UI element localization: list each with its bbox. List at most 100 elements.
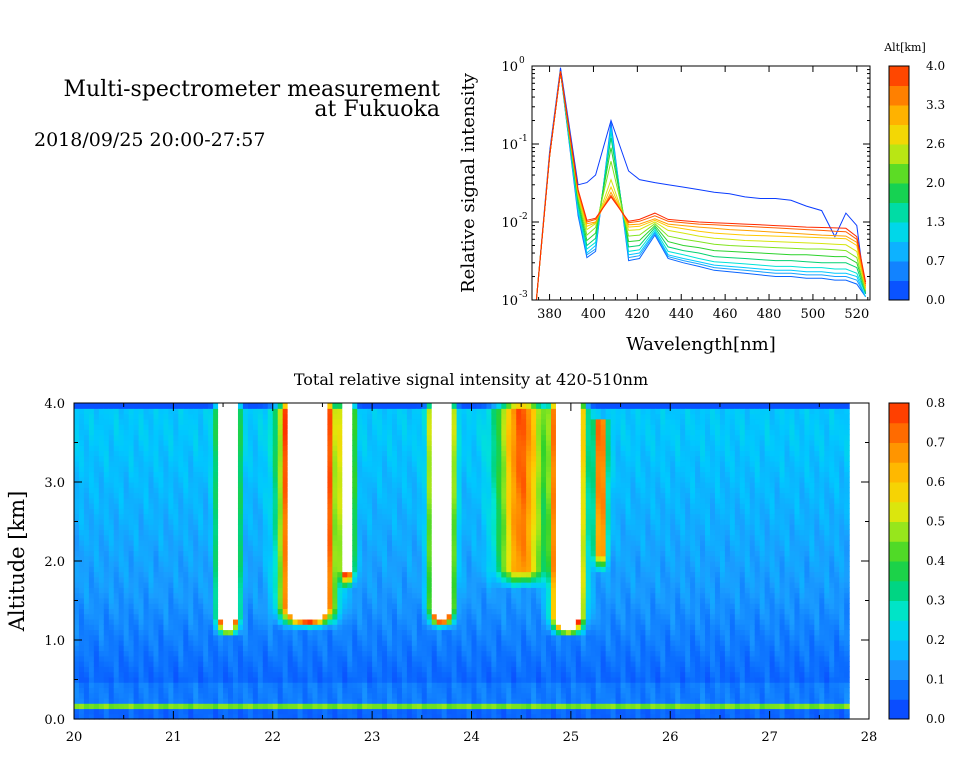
heatmap-cell [367, 624, 373, 631]
heatmap-cell [168, 545, 174, 552]
heatmap-cell [416, 582, 423, 588]
heatmap-cell [247, 403, 254, 409]
heatmap-cell [133, 640, 140, 646]
heatmap-cell [218, 671, 224, 678]
heatmap-cell [78, 403, 85, 409]
heatmap-cell [203, 561, 209, 567]
heatmap-cell [138, 524, 145, 530]
heatmap-cell [322, 539, 329, 546]
heatmap-cell [267, 503, 274, 509]
heatmap-cell [461, 466, 468, 473]
heatmap-cell [98, 503, 105, 509]
heatmap-cell [103, 566, 110, 573]
heatmap-cell [168, 634, 174, 641]
heatmap-cell [317, 508, 324, 515]
heatmap-cell [252, 476, 259, 483]
heatmap-cell [74, 624, 80, 631]
heatmap-cell [178, 518, 184, 525]
heatmap-cell [466, 471, 473, 478]
heatmap-cell [123, 687, 130, 694]
heatmap-cell [93, 608, 100, 615]
heatmap-cell [83, 445, 90, 451]
heatmap-cell [98, 471, 105, 478]
heatmap-cell [466, 439, 473, 446]
heatmap-cell [83, 561, 90, 567]
heatmap-cell [148, 460, 155, 467]
heatmap-cell [426, 508, 433, 515]
heatmap-cell [183, 497, 189, 504]
heatmap-cell [466, 645, 473, 652]
heatmap-cell [123, 676, 130, 683]
heatmap-cell [113, 661, 120, 667]
spectrum-x-tick-label: 480 [757, 307, 782, 322]
heatmap-cell [257, 576, 264, 583]
heatmap-cell [342, 666, 348, 673]
heatmap-cell [372, 455, 378, 462]
heatmap-cell [163, 655, 170, 662]
heatmap-cell [252, 561, 259, 567]
heatmap-cell [153, 418, 160, 425]
heatmap-cell [332, 561, 338, 567]
heatmap-cell [242, 487, 249, 494]
heatmap-cell [267, 455, 274, 462]
heatmap-cell [272, 571, 279, 578]
heatmap-cell [188, 476, 194, 483]
heatmap-cell [153, 708, 160, 715]
heatmap-cell [108, 608, 115, 615]
heatmap-cell [148, 413, 155, 420]
heatmap-cell [292, 455, 299, 462]
heatmap-cell [277, 703, 284, 710]
heatmap-cell [441, 418, 448, 425]
heatmap-cell [223, 497, 229, 504]
heatmap-cell [83, 661, 90, 667]
heatmap-cell [183, 403, 189, 409]
heatmap-cell [158, 413, 165, 420]
heatmap-cell [183, 434, 189, 441]
heatmap-cell [337, 561, 343, 567]
heatmap-cell [113, 666, 120, 673]
heatmap-cell [188, 539, 194, 546]
heatmap-cell [382, 708, 388, 715]
heatmap-cell [431, 561, 438, 567]
heatmap-cell [416, 603, 423, 609]
heatmap-cell [302, 624, 309, 631]
heatmap-cell [138, 555, 145, 562]
heatmap-cell [148, 713, 155, 720]
heatmap-cell [332, 624, 338, 631]
heatmap-cell [292, 561, 299, 567]
heatmap-cell [178, 692, 184, 699]
heatmap-cell [357, 418, 363, 425]
heatmap-cell [78, 503, 85, 509]
heatmap-cell [237, 450, 244, 457]
heatmap-cell [272, 624, 279, 631]
heatmap-cell [317, 687, 324, 694]
heatmap-cell [302, 460, 309, 467]
heatmap-cell [436, 524, 443, 530]
heatmap-cell [387, 545, 393, 552]
heatmap-cell [317, 445, 324, 451]
heatmap-cell [74, 661, 80, 667]
heatmap-cell [128, 655, 135, 662]
heatmap-cell [262, 692, 269, 699]
heatmap-cell [302, 666, 309, 673]
heatmap-cell [392, 587, 398, 594]
heatmap-cell [74, 645, 80, 652]
heatmap-cell [193, 408, 199, 415]
heatmap-cell [337, 703, 343, 710]
heatmap-cell [78, 587, 85, 594]
heatmap-cell [317, 703, 324, 710]
heatmap-cell [446, 460, 453, 467]
heatmap-cell [183, 513, 189, 520]
heatmap-cell [252, 566, 259, 573]
heatmap-cell [103, 408, 110, 415]
heatmap-cell [441, 529, 448, 536]
heatmap-cell [88, 576, 95, 583]
heatmap-cell [208, 666, 214, 673]
altitude-colorbar-swatch [889, 222, 909, 242]
heatmap-cell [307, 413, 314, 420]
heatmap-cell [307, 555, 314, 562]
heatmap-cell [148, 582, 155, 588]
heatmap-cell [228, 655, 234, 662]
heatmap-cell [133, 697, 140, 704]
heatmap-cell [83, 555, 90, 562]
